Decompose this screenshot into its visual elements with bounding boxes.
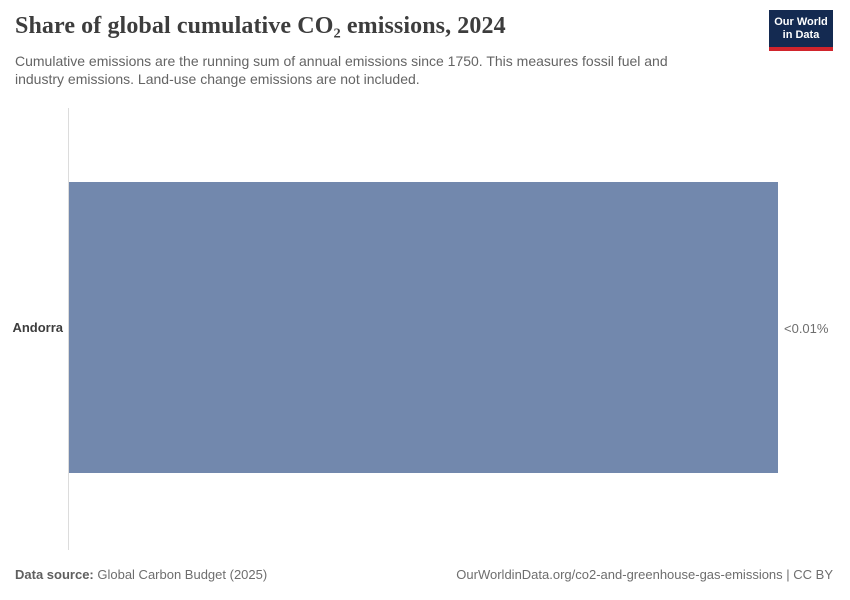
footer-right: OurWorldinData.org/co2-and-greenhouse-ga… [456,567,833,582]
entity-label: Andorra [12,320,63,335]
data-source: Data source: Global Carbon Budget (2025) [15,567,267,582]
bar-value-label: <0.01% [784,321,829,336]
owid-logo-text-line2: in Data [782,29,820,41]
chart-title: Share of global cumulative CO₂ emissions… [15,13,506,39]
chart-subtitle: Cumulative emissions are the running sum… [15,53,668,87]
owid-logo-text-line1: Our World [774,16,828,28]
y-axis-line [68,108,69,550]
data-source-value: Global Carbon Budget (2025) [93,567,268,582]
owid-url-link[interactable]: OurWorldinData.org/co2-and-greenhouse-ga… [456,567,833,582]
bar-andorra[interactable] [69,182,778,473]
chart-footer: Data source: Global Carbon Budget (2025)… [15,567,833,582]
owid-logo[interactable]: Our World in Data [769,10,833,51]
data-source-label: Data source: [15,567,94,582]
